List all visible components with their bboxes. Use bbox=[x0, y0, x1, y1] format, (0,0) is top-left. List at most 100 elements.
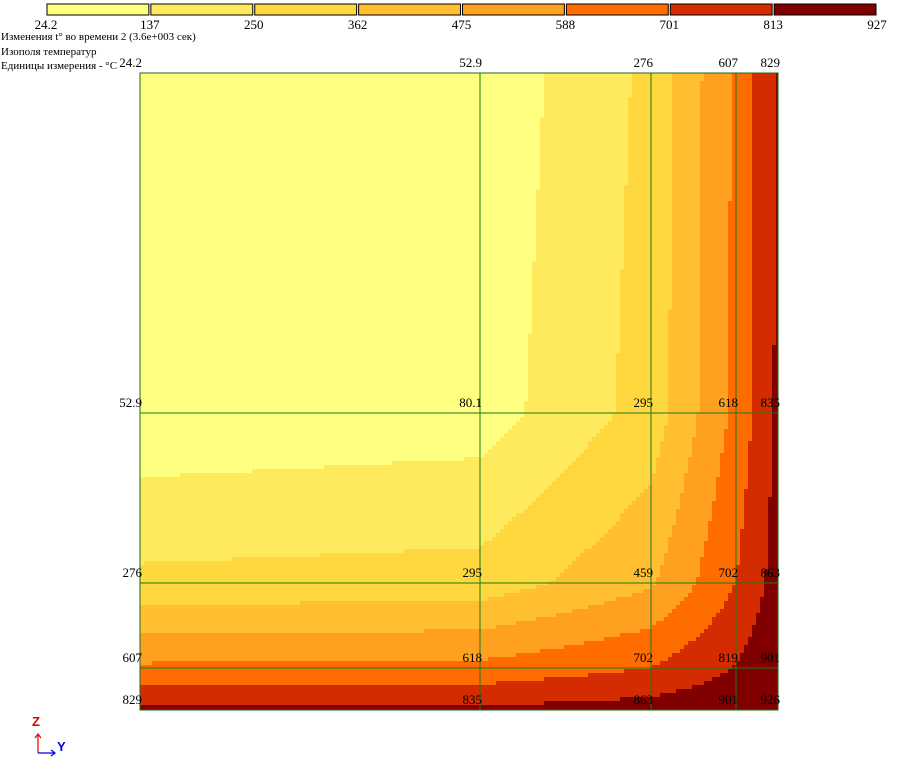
heatmap-cell bbox=[220, 161, 224, 165]
heatmap-cell bbox=[184, 81, 188, 85]
heatmap-cell bbox=[528, 157, 532, 161]
heatmap-cell bbox=[548, 133, 552, 137]
heatmap-cell bbox=[344, 169, 348, 173]
heatmap-cell bbox=[588, 117, 592, 121]
heatmap-cell bbox=[724, 137, 728, 141]
heatmap-cell bbox=[700, 145, 704, 149]
heatmap-cell bbox=[692, 117, 696, 121]
heatmap-cell bbox=[332, 129, 336, 133]
heatmap-cell bbox=[212, 89, 216, 93]
heatmap-cell bbox=[280, 177, 284, 181]
heatmap-cell bbox=[652, 161, 656, 165]
heatmap-cell bbox=[540, 153, 544, 157]
heatmap-cell bbox=[168, 105, 172, 109]
heatmap-cell bbox=[296, 173, 300, 177]
heatmap-cell bbox=[140, 125, 144, 129]
heatmap-cell bbox=[256, 121, 260, 125]
heatmap-cell bbox=[312, 117, 316, 121]
heatmap-cell bbox=[460, 141, 464, 145]
heatmap-cell bbox=[596, 157, 600, 161]
heatmap-cell bbox=[596, 101, 600, 105]
heatmap-cell bbox=[636, 101, 640, 105]
heatmap-cell bbox=[608, 169, 612, 173]
heatmap-cell bbox=[612, 137, 616, 141]
heatmap-cell bbox=[396, 145, 400, 149]
heatmap-cell bbox=[388, 85, 392, 89]
heatmap-cell bbox=[696, 177, 700, 181]
heatmap-cell bbox=[296, 149, 300, 153]
heatmap-cell bbox=[712, 113, 716, 117]
heatmap-cell bbox=[744, 73, 748, 77]
heatmap-cell bbox=[728, 121, 732, 125]
heatmap-cell bbox=[688, 85, 692, 89]
heatmap-cell bbox=[356, 141, 360, 145]
heatmap-cell bbox=[668, 165, 672, 169]
heatmap-cell bbox=[372, 149, 376, 153]
heatmap-cell bbox=[404, 105, 408, 109]
heatmap-cell bbox=[348, 129, 352, 133]
heatmap-cell bbox=[304, 141, 308, 145]
heatmap-cell bbox=[276, 113, 280, 117]
heatmap-cell bbox=[572, 173, 576, 177]
heatmap-cell bbox=[472, 97, 476, 101]
heatmap-cell bbox=[740, 165, 744, 169]
heatmap-cell bbox=[440, 157, 444, 161]
heatmap-cell bbox=[332, 117, 336, 121]
heatmap-cell bbox=[584, 85, 588, 89]
heatmap-cell bbox=[704, 153, 708, 157]
heatmap-cell bbox=[168, 125, 172, 129]
heatmap-cell bbox=[436, 97, 440, 101]
heatmap-cell bbox=[248, 145, 252, 149]
heatmap-cell bbox=[684, 101, 688, 105]
heatmap-cell bbox=[148, 109, 152, 113]
heatmap-cell bbox=[364, 133, 368, 137]
heatmap-cell bbox=[540, 117, 544, 121]
heatmap-cell bbox=[720, 77, 724, 81]
heatmap-cell bbox=[408, 125, 412, 129]
heatmap-cell bbox=[640, 149, 644, 153]
heatmap-cell bbox=[688, 93, 692, 97]
heatmap-cell bbox=[344, 73, 348, 77]
heatmap-cell bbox=[344, 97, 348, 101]
heatmap-cell bbox=[292, 157, 296, 161]
heatmap-cell bbox=[740, 173, 744, 177]
heatmap-cell bbox=[744, 101, 748, 105]
heatmap-cell bbox=[592, 137, 596, 141]
heatmap-cell bbox=[288, 121, 292, 125]
heatmap-cell bbox=[404, 97, 408, 101]
heatmap-cell bbox=[756, 109, 760, 113]
heatmap-cell bbox=[188, 133, 192, 137]
heatmap-cell bbox=[268, 181, 272, 185]
heatmap-cell bbox=[464, 145, 468, 149]
heatmap-cell bbox=[676, 113, 680, 117]
heatmap-cell bbox=[664, 129, 668, 133]
heatmap-cell bbox=[532, 173, 536, 177]
heatmap-cell bbox=[460, 157, 464, 161]
heatmap-cell bbox=[460, 125, 464, 129]
heatmap-cell bbox=[364, 169, 368, 173]
heatmap-cell bbox=[276, 157, 280, 161]
heatmap-cell bbox=[652, 137, 656, 141]
heatmap-cell bbox=[488, 149, 492, 153]
heatmap-cell bbox=[568, 137, 572, 141]
heatmap-cell bbox=[652, 129, 656, 133]
heatmap-cell bbox=[560, 149, 564, 153]
heatmap-cell bbox=[240, 149, 244, 153]
heatmap-cell bbox=[220, 181, 224, 185]
heatmap-cell bbox=[612, 145, 616, 149]
heatmap-cell bbox=[240, 97, 244, 101]
heatmap-cell bbox=[756, 133, 760, 137]
heatmap-cell bbox=[720, 153, 724, 157]
heatmap-cell bbox=[720, 141, 724, 145]
heatmap-cell bbox=[380, 125, 384, 129]
heatmap-cell bbox=[700, 101, 704, 105]
heatmap-cell bbox=[560, 101, 564, 105]
heatmap-cell bbox=[632, 109, 636, 113]
heatmap-cell bbox=[744, 109, 748, 113]
heatmap-cell bbox=[404, 93, 408, 97]
heatmap-cell bbox=[432, 85, 436, 89]
heatmap-cell bbox=[368, 181, 372, 185]
heatmap-cell bbox=[576, 157, 580, 161]
heatmap-cell bbox=[696, 125, 700, 129]
heatmap-cell bbox=[456, 85, 460, 89]
